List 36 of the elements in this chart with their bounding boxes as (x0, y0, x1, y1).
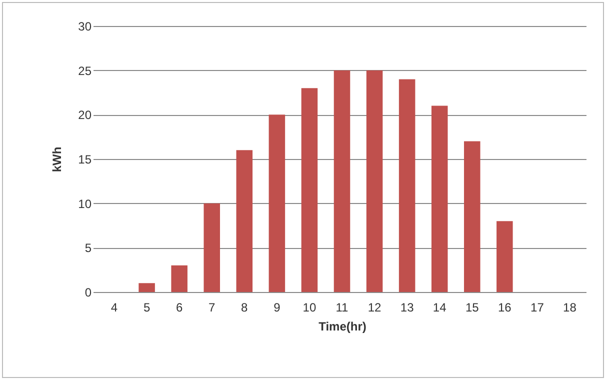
x-tick-label: 9 (274, 300, 281, 314)
x-tick-label: 8 (241, 300, 248, 314)
y-tick-label: 10 (78, 196, 92, 211)
x-tick-label: 10 (302, 300, 316, 314)
bar (496, 221, 513, 292)
x-tick-label: 14 (432, 300, 447, 314)
y-tick-label: 30 (78, 20, 92, 34)
bar (366, 70, 383, 292)
bar (204, 203, 220, 292)
bar (138, 283, 155, 292)
y-axis-title: kWh (50, 146, 64, 172)
x-tick-label: 7 (208, 300, 216, 314)
y-tick-label: 20 (78, 108, 92, 122)
x-tick-label: 6 (176, 300, 183, 314)
bar (334, 70, 350, 292)
y-tick-label: 15 (78, 152, 92, 166)
y-tick-label: 0 (84, 286, 92, 300)
y-tick-label: 5 (84, 241, 92, 256)
bar (431, 106, 448, 292)
bar (171, 265, 188, 292)
bar (464, 141, 480, 292)
x-tick-label: 18 (563, 300, 577, 314)
bar (301, 88, 318, 292)
x-tick-label: 16 (498, 300, 512, 314)
x-tick-label: 17 (530, 300, 544, 314)
bar (236, 150, 253, 292)
x-axis-title: Time(hr) (318, 320, 366, 334)
x-tick-label: 11 (336, 300, 349, 314)
x-tick-label: 13 (400, 300, 414, 314)
x-tick-label: 5 (143, 300, 150, 314)
x-tick-label: 15 (465, 300, 480, 314)
x-tick-label: 12 (368, 300, 382, 314)
bar (398, 79, 416, 292)
bar (268, 114, 286, 292)
y-tick-label: 25 (78, 64, 92, 78)
x-tick-label: 4 (110, 300, 118, 314)
